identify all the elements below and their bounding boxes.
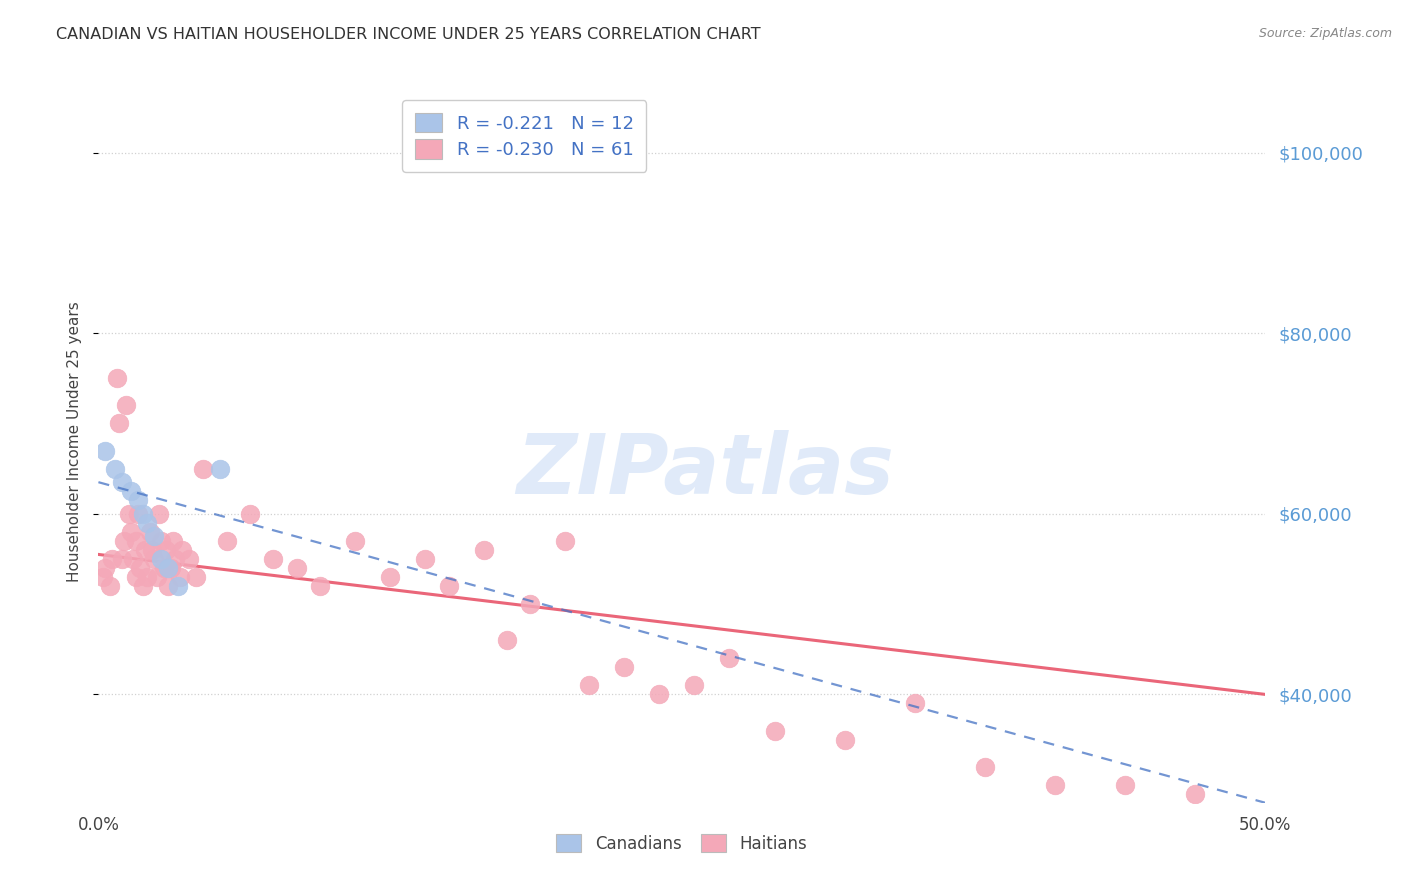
Point [150,552,173,566]
Point [157,561,180,575]
Point [129,561,152,575]
Point [94,443,117,458]
Point [146,570,169,584]
Point [1184,787,1206,801]
Point [1114,778,1136,792]
Point [309,579,332,593]
Point [413,552,436,566]
Point [159,561,181,575]
Point [94,561,117,575]
Point [344,533,367,548]
Point [682,678,704,692]
Point [134,542,156,557]
Point [115,398,138,412]
Point [904,697,927,711]
Point [104,461,127,475]
Point [143,552,166,566]
Point [132,507,155,521]
Point [132,579,155,593]
Point [162,533,184,548]
Point [125,533,148,548]
Point [120,484,142,499]
Point [155,542,177,557]
Point [141,542,163,557]
Point [136,570,159,584]
Point [717,651,740,665]
Point [91,570,114,584]
Point [262,552,284,566]
Point [118,507,141,521]
Point [215,533,238,548]
Point [834,732,856,747]
Y-axis label: Householder Income Under 25 years: Householder Income Under 25 years [67,301,83,582]
Point [612,660,634,674]
Point [496,633,519,648]
Point [122,552,145,566]
Point [136,516,159,530]
Point [105,371,128,385]
Text: ZIPatlas: ZIPatlas [516,430,894,511]
Point [763,723,786,738]
Point [186,570,208,584]
Point [165,552,187,566]
Point [285,561,308,575]
Point [179,552,201,566]
Point [127,507,149,521]
Point [98,579,121,593]
Point [647,687,669,701]
Point [380,570,402,584]
Text: Source: ZipAtlas.com: Source: ZipAtlas.com [1258,27,1392,40]
Point [578,678,600,692]
Point [157,579,180,593]
Point [554,533,576,548]
Point [101,552,124,566]
Point [193,461,215,475]
Point [120,524,142,539]
Legend: Canadians, Haitians: Canadians, Haitians [550,828,814,860]
Point [519,597,541,611]
Point [166,579,188,593]
Point [974,760,997,774]
Point [152,561,174,575]
Point [1045,778,1067,792]
Point [108,417,131,431]
Point [148,507,170,521]
Point [150,533,173,548]
Point [127,493,149,508]
Point [208,461,231,475]
Point [112,533,135,548]
Point [111,475,134,490]
Point [437,579,460,593]
Point [125,570,148,584]
Point [143,529,166,543]
Point [239,507,262,521]
Point [169,570,191,584]
Point [111,552,134,566]
Text: CANADIAN VS HAITIAN HOUSEHOLDER INCOME UNDER 25 YEARS CORRELATION CHART: CANADIAN VS HAITIAN HOUSEHOLDER INCOME U… [56,27,761,42]
Point [472,542,495,557]
Point [139,524,162,539]
Point [172,542,194,557]
